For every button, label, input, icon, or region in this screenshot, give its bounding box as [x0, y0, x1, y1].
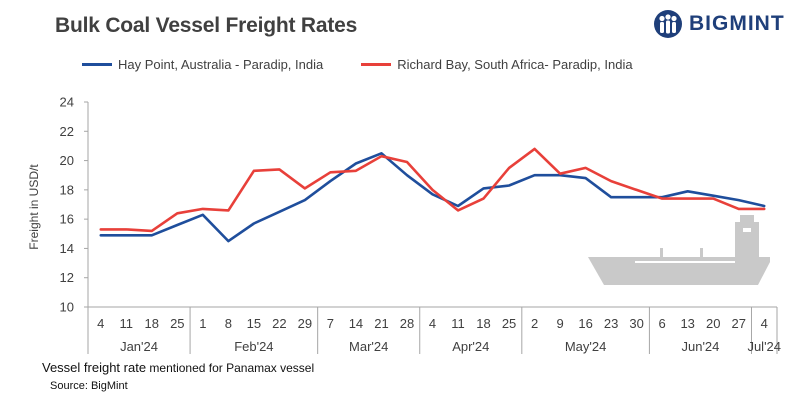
x-tick-label: 22 [272, 316, 286, 331]
x-tick-label: 25 [170, 316, 184, 331]
series-line-hay-point [99, 152, 766, 243]
legend-item-hay-point: Hay Point, Australia - Paradip, India [82, 57, 323, 72]
x-tick-label: 29 [298, 316, 312, 331]
y-tick-label: 22 [60, 124, 74, 139]
month-label: Feb'24 [234, 339, 273, 354]
x-tick-label: 15 [247, 316, 261, 331]
month-label: Apr'24 [452, 339, 489, 354]
x-tick-label: 16 [578, 316, 592, 331]
ship-window [743, 228, 751, 232]
footnote-rest: mentioned for Panamax vessel [146, 361, 315, 375]
x-tick-label: 18 [476, 316, 490, 331]
ship-crane [660, 248, 663, 257]
chart-legend: Hay Point, Australia - Paradip, India Ri… [82, 57, 671, 72]
y-tick-label: 16 [60, 212, 74, 227]
x-tick-label: 13 [680, 316, 694, 331]
y-tick-label: 10 [60, 300, 74, 315]
legend-label: Hay Point, Australia - Paradip, India [118, 57, 324, 72]
ship-crane [700, 248, 703, 257]
footnote: Vessel freight rate mentioned for Panama… [42, 360, 314, 375]
x-tick-label: 7 [327, 316, 334, 331]
footnote-main: Vessel freight rate [42, 360, 147, 375]
brand-logo: BIGMINT [653, 9, 785, 39]
y-tick-label: 14 [60, 241, 74, 256]
x-tick-label: 23 [604, 316, 618, 331]
series-line-richard-bay [99, 147, 766, 233]
x-tick-label: 18 [145, 316, 159, 331]
x-tick-label: 11 [120, 316, 134, 331]
source-text: Source: BigMint [50, 380, 128, 392]
x-tick-label: 9 [556, 316, 563, 331]
x-tick-label: 11 [451, 316, 465, 331]
legend-swatch [82, 63, 112, 66]
x-tick-label: 28 [400, 316, 414, 331]
y-tick-label: 20 [60, 153, 74, 168]
x-tick-label: 6 [659, 316, 666, 331]
x-tick-label: 14 [349, 316, 363, 331]
y-tick-label: 18 [60, 182, 74, 197]
month-label: Mar'24 [349, 339, 388, 354]
legend-label: Richard Bay, South Africa- Paradip, Indi… [397, 57, 633, 72]
bigmint-people-icon [654, 10, 682, 38]
legend-swatch [361, 63, 392, 66]
x-tick-label: 25 [502, 316, 516, 331]
x-tick-label: 1 [199, 316, 206, 331]
x-tick-label: 8 [225, 316, 232, 331]
y-tick-label: 12 [60, 270, 74, 285]
chart-title: Bulk Coal Vessel Freight Rates [55, 14, 358, 37]
ship-hull [588, 257, 770, 285]
y-tick-label: 24 [60, 95, 74, 110]
ship-bridge [740, 215, 754, 224]
x-tick-label: 27 [731, 316, 745, 331]
x-tick-label: 4 [761, 316, 768, 331]
x-tick-label: 4 [97, 316, 104, 331]
x-tick-label: 30 [629, 316, 643, 331]
logo-text: BIGMINT [689, 12, 785, 35]
ship-watermark [588, 215, 770, 285]
ship-cabin [735, 222, 759, 257]
month-label: Jan'24 [120, 339, 158, 354]
month-label: May'24 [565, 339, 607, 354]
legend-item-richard-bay: Richard Bay, South Africa- Paradip, Indi… [361, 57, 633, 72]
month-label: Jul'24 [747, 339, 781, 354]
month-label: Jun'24 [681, 339, 719, 354]
x-tick-label: 4 [429, 316, 436, 331]
x-tick-label: 20 [706, 316, 720, 331]
x-tick-label: 2 [531, 316, 538, 331]
x-tick-label: 21 [374, 316, 388, 331]
